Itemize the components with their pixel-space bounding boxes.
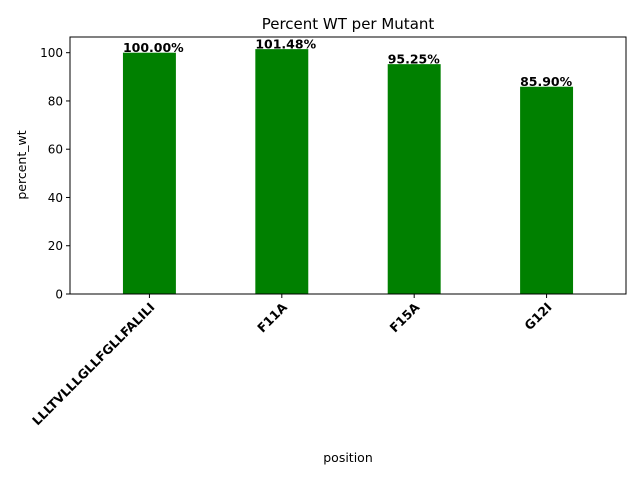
data-label: 100.00%	[123, 40, 184, 55]
y-tick-label: 40	[48, 191, 63, 205]
x-tick-label: F15A	[387, 299, 423, 335]
x-axis-label: position	[323, 450, 373, 465]
chart-title: Percent WT per Mutant	[262, 15, 435, 33]
x-tick-label: F11A	[254, 299, 290, 335]
data-labels-group: 100.00% 101.48% 95.25% 85.90%	[123, 37, 573, 90]
y-tick-label: 80	[48, 94, 63, 108]
bar-g12i	[520, 86, 574, 295]
y-axis: 0 20 40 60 80 100	[40, 46, 70, 302]
data-label: 101.48%	[255, 37, 316, 52]
bar-f15a	[387, 64, 441, 295]
x-axis: LLLTVLLLGLLFGLLFALILI F11A F15A G12I	[29, 294, 555, 428]
y-tick-label: 0	[55, 288, 63, 302]
x-tick-label: LLLTVLLLGLLFGLLFALILI	[29, 300, 158, 429]
bars-group	[122, 49, 574, 295]
y-axis-label: percent_wt	[14, 130, 29, 199]
plot-frame	[69, 36, 627, 295]
bar-f11a	[255, 49, 309, 294]
x-tick-label: G12I	[521, 300, 554, 333]
bar-llltvlllgllfgllfalili	[122, 52, 176, 294]
y-tick-label: 100	[40, 46, 63, 60]
data-label: 95.25%	[388, 52, 441, 67]
y-tick-label: 60	[48, 143, 63, 157]
y-tick-label: 20	[48, 239, 63, 253]
data-label: 85.90%	[520, 74, 573, 89]
